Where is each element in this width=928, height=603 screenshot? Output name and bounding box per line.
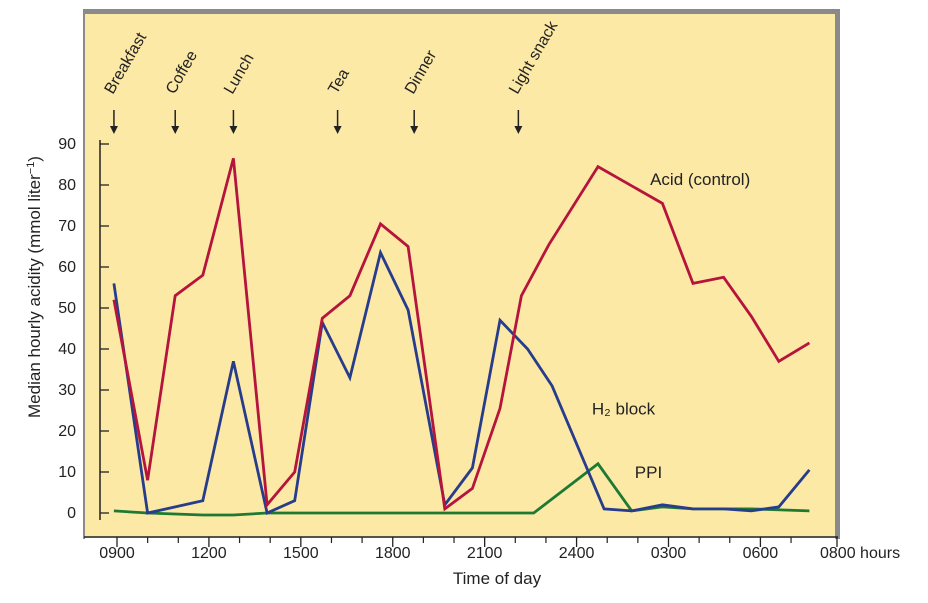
plot-border-right xyxy=(835,9,840,539)
y-tick-label-30: 30 xyxy=(58,382,76,399)
x-tick-label-4: 2100 xyxy=(467,545,503,562)
x-tick-label-0: 0900 xyxy=(99,545,135,562)
y-axis-title: Median hourly acidity (mmol liter−1) xyxy=(25,156,44,418)
y-axis-title-superscript: −1 xyxy=(25,162,37,175)
plot-border-left xyxy=(83,9,85,539)
series-label-2: PPI xyxy=(635,463,662,482)
meal-arrow-head xyxy=(229,126,238,134)
y-axis-title-close: ) xyxy=(25,156,44,162)
x-tick-label-1: 1200 xyxy=(191,545,227,562)
series-line-0 xyxy=(112,157,811,512)
y-axis-title-main: Median hourly acidity (mmol liter xyxy=(25,174,44,418)
x-tick-label-5: 2400 xyxy=(559,545,595,562)
meal-arrow-head xyxy=(171,126,180,134)
series-label-1: H₂ block xyxy=(592,400,656,419)
x-tick-label-8: 0800 hours xyxy=(820,545,900,562)
y-tick-label-40: 40 xyxy=(58,341,76,358)
meal-arrow-head xyxy=(333,126,342,134)
y-tick-label-70: 70 xyxy=(58,218,76,235)
y-tick-label-80: 80 xyxy=(58,177,76,194)
y-tick-label-50: 50 xyxy=(58,300,76,317)
series-label-0: Acid (control) xyxy=(650,170,750,189)
x-axis-ticks: 0900 1200 1500 1800 2100 2400 0300 0600 0800 hou… xyxy=(99,537,900,562)
series-labels: Acid (control) H₂ block PPI xyxy=(592,170,750,482)
y-tick-label-90: 90 xyxy=(58,136,76,153)
y-tick-label-60: 60 xyxy=(58,259,76,276)
plot-border-top xyxy=(84,9,840,14)
y-axis-ticks: 0 10 20 30 40 50 60 70 80 90 xyxy=(58,136,109,522)
meal-arrow-head xyxy=(514,126,523,134)
meal-arrow-head xyxy=(410,126,419,134)
x-tick-label-2: 1500 xyxy=(283,545,319,562)
series-group xyxy=(112,157,811,517)
meal-arrow-head xyxy=(109,126,118,134)
plot-background xyxy=(84,10,838,538)
y-tick-label-0: 0 xyxy=(67,505,76,522)
x-tick-label-3: 1800 xyxy=(375,545,411,562)
x-axis-title: Time of day xyxy=(453,569,542,588)
x-tick-label-7: 0600 xyxy=(743,545,779,562)
series-line-1 xyxy=(112,248,811,515)
y-tick-label-10: 10 xyxy=(58,464,76,481)
x-tick-label-6: 0300 xyxy=(651,545,687,562)
y-tick-label-20: 20 xyxy=(58,423,76,440)
